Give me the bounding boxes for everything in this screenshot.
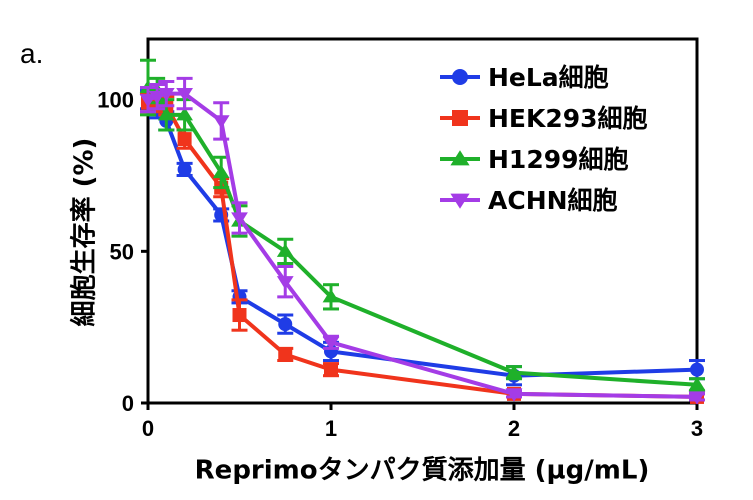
data-point (212, 164, 230, 179)
data-point (322, 289, 340, 303)
legend-label: HeLa細胞 (488, 63, 609, 92)
x-tick-label: 2 (508, 416, 520, 441)
data-point (322, 336, 340, 351)
data-point (505, 364, 523, 379)
data-point (157, 107, 175, 121)
x-axis-label: Reprimoタンパク質添加量 (µg/mL) (194, 455, 650, 486)
panel-label: a. (20, 38, 44, 69)
y-tick-label: 50 (110, 239, 134, 264)
data-point (276, 276, 294, 290)
data-point (232, 308, 247, 323)
data-point (690, 362, 704, 377)
legend-label: ACHN細胞 (488, 186, 618, 215)
legend-item: HEK293細胞 (440, 104, 648, 133)
legend-label: HEK293細胞 (488, 104, 648, 133)
data-point (688, 391, 706, 405)
legend-marker (450, 150, 470, 166)
data-point (157, 88, 175, 102)
data-point (231, 212, 248, 226)
legend-item: H1299細胞 (440, 145, 629, 174)
series-4 (139, 76, 706, 405)
legend-item: ACHN細胞 (440, 186, 618, 215)
data-point (688, 377, 706, 391)
data-point (177, 162, 192, 177)
legend-label: H1299細胞 (488, 145, 629, 174)
data-point (176, 107, 193, 121)
x-tick-label: 0 (142, 416, 154, 441)
legend-marker (452, 110, 468, 126)
legend-item: HeLa細胞 (440, 63, 609, 92)
y-tick-label: 0 (122, 391, 134, 416)
data-point (278, 347, 293, 362)
data-point (505, 388, 523, 402)
data-point (139, 94, 157, 108)
data-point (148, 91, 166, 105)
data-point (324, 362, 338, 377)
data-point (278, 317, 293, 332)
legend-marker (450, 193, 470, 209)
x-tick-label: 1 (325, 416, 337, 441)
y-tick-label: 100 (97, 88, 134, 113)
plot-frame (146, 37, 699, 405)
series-3 (139, 58, 706, 393)
x-tick-label: 3 (691, 416, 703, 441)
data-point (176, 88, 193, 102)
legend-marker (452, 69, 468, 85)
data-point (177, 132, 192, 147)
data-point (276, 243, 294, 257)
data-point (212, 115, 230, 129)
